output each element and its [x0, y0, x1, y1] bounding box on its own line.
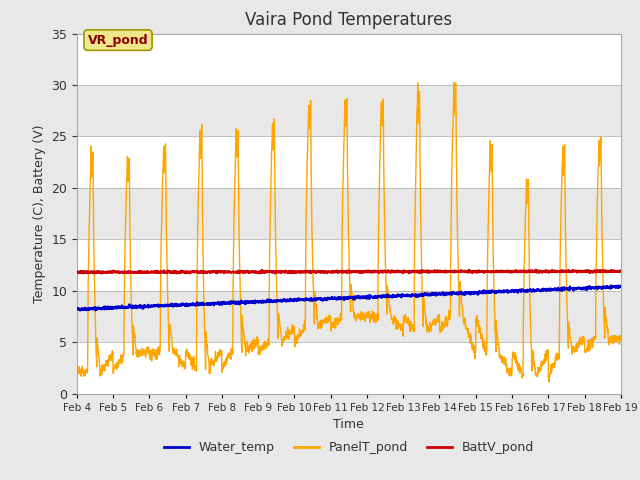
Text: VR_pond: VR_pond [88, 34, 148, 47]
Bar [77, 240, 621, 291]
Bar [77, 136, 621, 188]
Bar [77, 85, 621, 136]
Bar [77, 342, 621, 394]
X-axis label: Time: Time [333, 418, 364, 431]
Legend: Water_temp, PanelT_pond, BattV_pond: Water_temp, PanelT_pond, BattV_pond [159, 436, 539, 459]
Bar [77, 34, 621, 85]
Title: Vaira Pond Temperatures: Vaira Pond Temperatures [245, 11, 452, 29]
Bar [77, 291, 621, 342]
Bar [77, 188, 621, 240]
Y-axis label: Temperature (C), Battery (V): Temperature (C), Battery (V) [33, 124, 45, 303]
